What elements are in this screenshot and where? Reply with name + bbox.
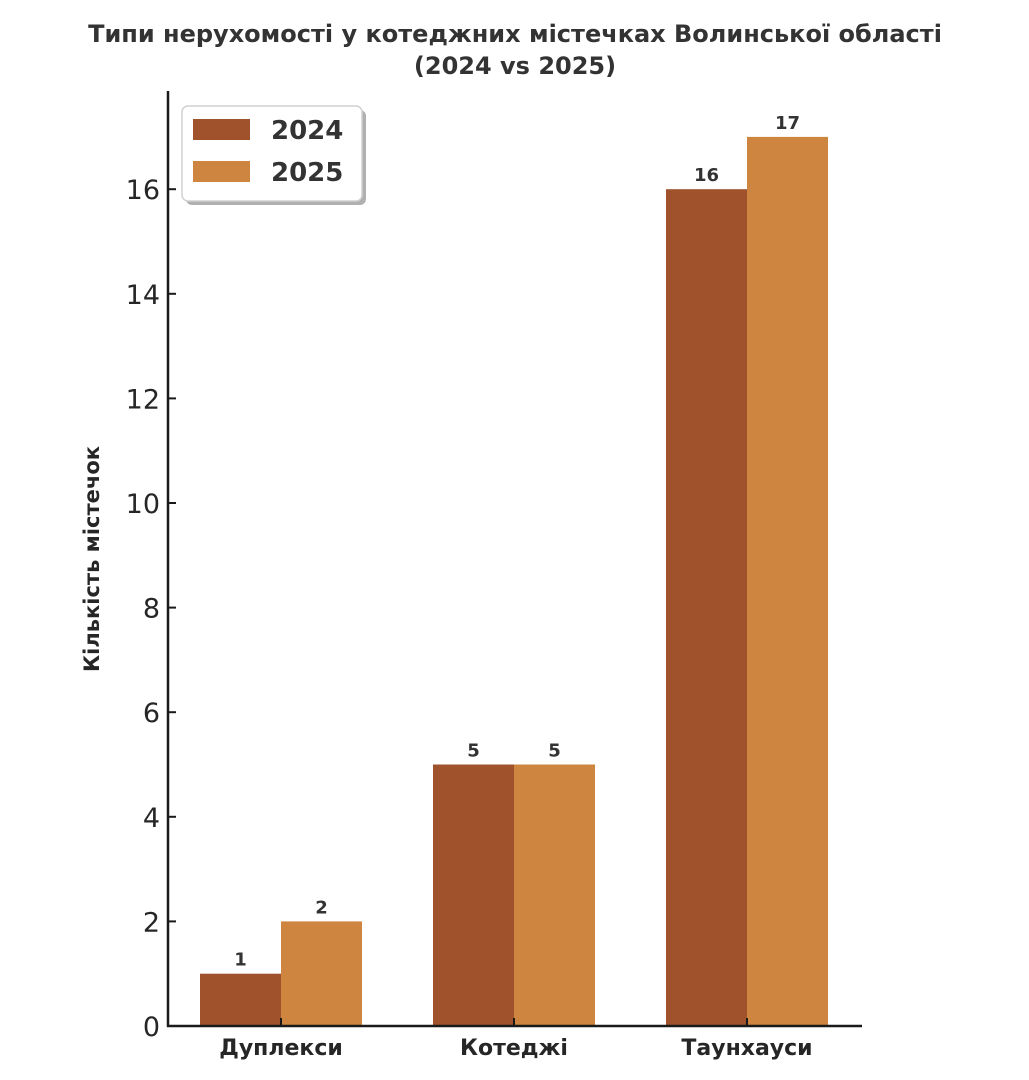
legend-label-2025: 2025 [271, 158, 343, 188]
x-tick-label: Котеджі [460, 1036, 568, 1061]
bar-2024-0 [200, 973, 281, 1026]
x-ticks-group: Дуплекси Котеджі Таунхауси [219, 1018, 813, 1061]
bar-2025-2 [747, 136, 828, 1026]
y-tick-label: 8 [143, 594, 160, 625]
bar-labels-group: 1 2 5 5 16 17 [234, 113, 800, 971]
bar-2024-2 [666, 189, 747, 1026]
chart-subtitle: (2024 vs 2025) [414, 52, 616, 80]
bars-group [200, 136, 828, 1026]
x-tick-label: Таунхауси [681, 1036, 812, 1061]
legend-label-2024: 2024 [271, 116, 343, 146]
bar-value-label: 1 [234, 950, 247, 971]
y-tick-label: 16 [126, 175, 160, 206]
bar-value-label: 5 [467, 741, 480, 762]
bar-value-label: 17 [775, 113, 800, 134]
y-tick-label: 0 [143, 1012, 160, 1043]
bar-2024-1 [433, 764, 514, 1026]
y-tick-label: 12 [126, 384, 160, 415]
chart-title: Типи нерухомості у котеджних містечках В… [88, 20, 942, 48]
x-tick-label: Дуплекси [219, 1036, 343, 1061]
legend-swatch-2025 [193, 161, 250, 182]
bar-2025-1 [514, 764, 595, 1026]
bar-value-label: 5 [548, 741, 561, 762]
legend: 2024 2025 [181, 105, 366, 205]
legend-swatch-2024 [193, 119, 250, 140]
bar-value-label: 2 [315, 897, 328, 918]
bar-value-label: 16 [694, 165, 719, 186]
y-tick-label: 2 [143, 907, 160, 938]
bar-2025-0 [281, 921, 362, 1026]
y-tick-label: 10 [126, 489, 160, 520]
y-ticks-group: 0 2 4 6 8 10 12 14 16 [126, 175, 176, 1043]
y-axis-label: Кількість містечок [80, 446, 104, 672]
y-tick-label: 6 [143, 698, 160, 729]
y-tick-label: 14 [126, 280, 160, 311]
y-tick-label: 4 [143, 803, 160, 834]
